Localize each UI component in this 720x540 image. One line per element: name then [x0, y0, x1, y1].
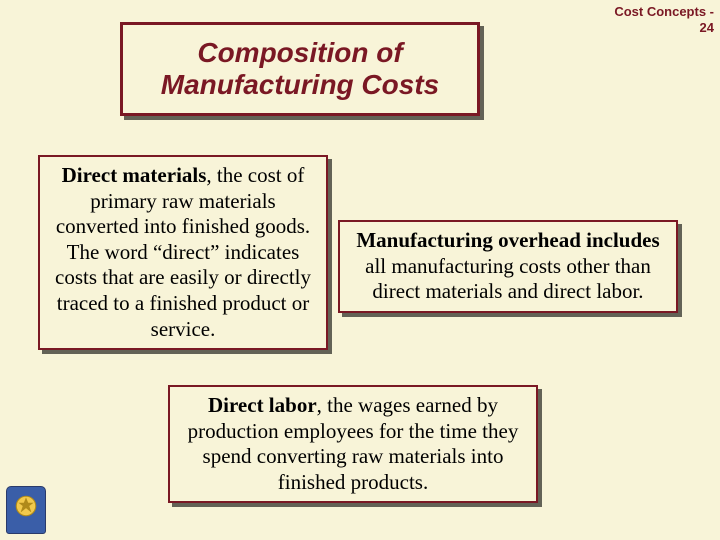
overhead-includes: includes	[586, 228, 660, 252]
slide-title-box: Composition of Manufacturing Costs	[120, 22, 480, 116]
header-page: 24	[700, 20, 714, 35]
overhead-rest: all manufacturing costs other than direc…	[365, 254, 651, 304]
direct-materials-text: Direct materials, the cost of primary ra…	[55, 163, 311, 341]
header-course: Cost Concepts -	[614, 4, 714, 19]
direct-materials-rest: , the cost of primary raw materials conv…	[55, 163, 311, 341]
direct-materials-box: Direct materials, the cost of primary ra…	[38, 155, 328, 350]
overhead-text: Manufacturing overhead includes all manu…	[356, 228, 659, 303]
direct-labor-box: Direct labor, the wages earned by produc…	[168, 385, 538, 503]
header-label: Cost Concepts - 24	[614, 4, 714, 35]
direct-labor-text: Direct labor, the wages earned by produc…	[188, 393, 519, 494]
overhead-lead: Manufacturing overhead	[356, 228, 581, 252]
direct-materials-lead: Direct materials	[62, 163, 207, 187]
slide-title: Composition of Manufacturing Costs	[123, 37, 477, 101]
overhead-box: Manufacturing overhead includes all manu…	[338, 220, 678, 313]
institution-badge-icon	[6, 486, 46, 534]
direct-labor-lead: Direct labor	[208, 393, 317, 417]
